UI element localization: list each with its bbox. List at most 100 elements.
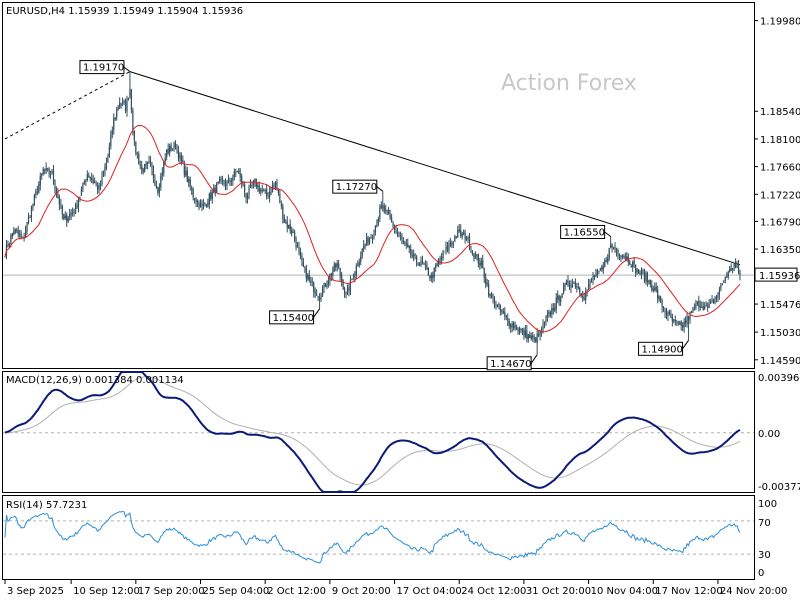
candle [201, 199, 203, 212]
candle [298, 241, 300, 256]
candle [17, 225, 19, 238]
candle [130, 88, 133, 114]
candle [720, 282, 722, 292]
candle [105, 157, 108, 171]
candle [204, 202, 206, 207]
candle [179, 152, 181, 164]
candle [227, 174, 230, 184]
candle [561, 292, 563, 299]
candle [665, 307, 668, 320]
candle [515, 324, 518, 330]
candle [194, 197, 196, 204]
candle [446, 241, 449, 253]
last-price-box [754, 267, 798, 282]
candle [721, 283, 723, 286]
candle [99, 180, 102, 191]
time-tick-label: 10 Sep 12:00 [73, 586, 140, 597]
rsi-tick-30: 30 [758, 550, 771, 561]
candle [366, 232, 368, 247]
candle [708, 298, 710, 309]
time-tick-label: 2 Oct 12:00 [267, 586, 326, 597]
candle [521, 328, 524, 336]
candle [662, 306, 665, 313]
candle [435, 263, 437, 272]
candle [712, 298, 715, 304]
candle [739, 269, 741, 281]
candle [416, 255, 418, 267]
candle [151, 162, 153, 176]
candle [389, 209, 391, 221]
candle [610, 236, 612, 249]
candle [589, 279, 591, 289]
candle [618, 253, 621, 261]
candle [557, 290, 559, 304]
candle [144, 163, 146, 173]
candle [730, 263, 732, 271]
candle [548, 309, 550, 318]
candle [498, 302, 500, 310]
candle [326, 280, 328, 290]
candle [45, 162, 47, 175]
candle [11, 232, 13, 240]
candle [657, 285, 659, 304]
candle [48, 167, 50, 178]
candle [623, 254, 625, 259]
candle [642, 268, 644, 275]
candle [123, 99, 125, 106]
candle [696, 300, 698, 307]
candle [213, 184, 215, 194]
time-tick-label: 17 Nov 12:00 [655, 586, 722, 597]
candle [29, 215, 31, 219]
candle [473, 252, 475, 262]
candle [102, 170, 105, 177]
candle [49, 170, 52, 179]
candle [518, 326, 521, 335]
candle [382, 191, 384, 212]
candle [380, 201, 382, 210]
candle [91, 172, 93, 184]
candle [510, 323, 512, 334]
candle [636, 268, 638, 275]
candle [285, 219, 287, 224]
candle [261, 184, 263, 194]
candle [188, 176, 190, 188]
candle [332, 266, 334, 281]
candle [314, 287, 316, 298]
candle [502, 307, 504, 315]
candle [27, 212, 30, 225]
candle [442, 249, 444, 261]
candle [726, 272, 728, 279]
candle [692, 306, 694, 313]
candle [452, 241, 454, 249]
candle [486, 279, 488, 287]
candle [582, 290, 584, 302]
candle [148, 155, 150, 164]
candle [714, 296, 716, 305]
candle [41, 173, 43, 180]
candle [392, 221, 394, 229]
candle [677, 320, 679, 326]
candle [396, 227, 399, 238]
candle [258, 181, 260, 194]
candle [161, 167, 163, 181]
candle [367, 235, 369, 246]
time-tick-label: 17 Oct 04:00 [397, 586, 462, 597]
candle [111, 126, 113, 139]
candle [80, 186, 83, 196]
rsi-label: RSI(14) 57.7231 [6, 500, 87, 511]
candle [467, 235, 469, 244]
candle [608, 247, 610, 262]
candle [320, 292, 322, 302]
candle [379, 204, 381, 223]
candle [429, 275, 431, 282]
candle [42, 166, 44, 176]
candle [649, 279, 651, 288]
candle [529, 331, 531, 339]
candle [299, 247, 302, 260]
candle [436, 261, 438, 267]
macd-tick-top: 0.003964 [758, 373, 800, 384]
candle [98, 182, 100, 194]
candle [246, 192, 249, 204]
candle [458, 223, 460, 233]
candle [599, 267, 601, 272]
